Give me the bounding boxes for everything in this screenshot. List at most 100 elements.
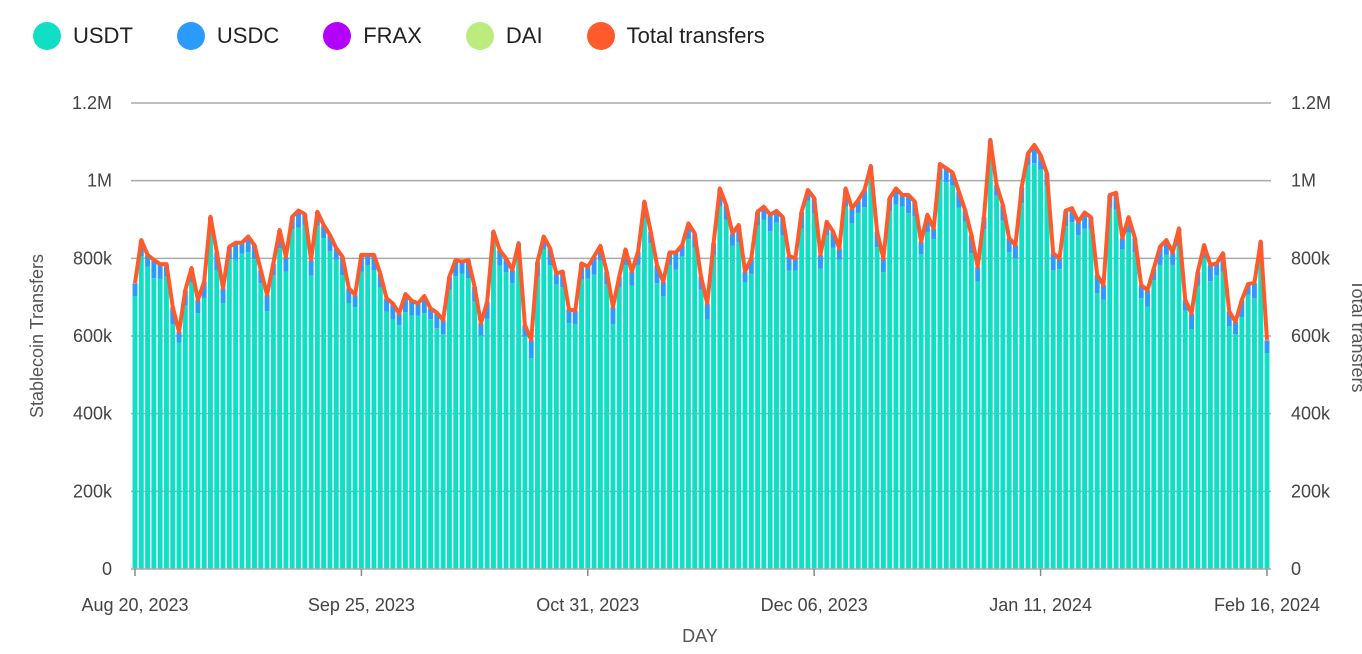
bar-usdt bbox=[937, 179, 943, 570]
bar-usdt bbox=[415, 315, 421, 569]
bar-usdt bbox=[132, 296, 138, 569]
bar-usdt bbox=[1251, 298, 1257, 569]
y-tick-label-left: 0 bbox=[102, 559, 112, 579]
bar-usdc bbox=[1031, 145, 1037, 164]
bar-usdt bbox=[629, 285, 635, 569]
bar-usdt bbox=[717, 206, 723, 569]
bar-usdt bbox=[1239, 316, 1245, 569]
bar-usdc bbox=[409, 301, 415, 316]
bar-usdt bbox=[748, 273, 754, 569]
bar-usdt bbox=[541, 249, 547, 569]
bar-usdc bbox=[157, 264, 163, 279]
bar-usdt bbox=[1226, 326, 1232, 569]
bar-usdc bbox=[1101, 285, 1106, 300]
bar-usdc bbox=[585, 267, 591, 279]
bar-usdt bbox=[742, 282, 748, 569]
bar-usdc bbox=[553, 274, 559, 285]
bar-usdt bbox=[340, 275, 345, 569]
x-tick-label: Dec 06, 2023 bbox=[761, 595, 868, 615]
bar-usdc bbox=[1094, 275, 1100, 294]
bar-usdt bbox=[346, 302, 352, 569]
y-tick-label-right: 1.2M bbox=[1291, 93, 1331, 113]
bar-usdt bbox=[1088, 228, 1094, 569]
bar-usdc bbox=[679, 245, 685, 257]
bar-usdt bbox=[547, 265, 553, 569]
bar-usdt bbox=[836, 259, 842, 569]
bar-usdc bbox=[365, 255, 371, 266]
bar-usdt bbox=[685, 238, 691, 569]
bar-usdt bbox=[478, 335, 484, 569]
x-tick-label: Feb 16, 2024 bbox=[1214, 595, 1320, 615]
bar-usdt bbox=[641, 217, 647, 570]
y-tick-label-right: 1M bbox=[1291, 171, 1316, 191]
bar-usdc bbox=[547, 249, 553, 266]
bar-usdt bbox=[1119, 249, 1125, 569]
bar-usdc bbox=[1145, 290, 1150, 307]
bar-usdt bbox=[252, 259, 257, 569]
bar-usdc bbox=[396, 314, 402, 326]
legend-item-dai[interactable]: DAI bbox=[465, 22, 543, 50]
bar-usdt bbox=[843, 206, 849, 569]
bar-usdt bbox=[214, 269, 220, 569]
bar-usdc bbox=[748, 259, 754, 274]
bar-usdc bbox=[1182, 300, 1188, 311]
y-tick-label-right: 800k bbox=[1291, 248, 1331, 268]
bar-usdt bbox=[1138, 298, 1144, 569]
bar-usdt bbox=[327, 251, 333, 570]
bar-usdt bbox=[1012, 258, 1018, 569]
legend-frax-marker bbox=[323, 22, 352, 50]
bar-usdc bbox=[786, 256, 792, 271]
bar-usdt bbox=[956, 207, 962, 569]
bar-usdt bbox=[151, 278, 157, 569]
bar-usdc bbox=[1170, 253, 1176, 265]
bar-usdt bbox=[195, 313, 201, 569]
bar-usdt bbox=[723, 219, 729, 569]
bar-usdc bbox=[390, 304, 396, 320]
bar-usdc bbox=[893, 189, 899, 205]
bar-usdt bbox=[1107, 207, 1113, 569]
legend-item-usdt[interactable]: USDT bbox=[33, 22, 133, 50]
legend-dai-label: DAI bbox=[505, 23, 543, 48]
y-axis-right-title: Total transfers bbox=[1348, 279, 1362, 392]
bar-usdc bbox=[421, 296, 427, 314]
bar-usdc bbox=[1214, 264, 1220, 276]
bar-usdc bbox=[610, 307, 616, 324]
bar-usdc bbox=[1057, 259, 1062, 270]
bar-usdc bbox=[774, 211, 779, 223]
y-tick-label-left: 200k bbox=[73, 481, 113, 501]
bar-usdt bbox=[868, 176, 874, 570]
y-tick-label-right: 400k bbox=[1291, 404, 1331, 424]
bar-usdc bbox=[497, 250, 503, 266]
bar-usdc bbox=[660, 282, 666, 297]
bar-usdt bbox=[189, 282, 195, 569]
bar-usdc bbox=[1038, 155, 1044, 170]
bar-usdt bbox=[931, 239, 937, 569]
bar-usdt bbox=[560, 287, 566, 569]
bar-usdt bbox=[711, 254, 717, 570]
bar-usdt bbox=[145, 266, 151, 569]
bar-usdc bbox=[145, 255, 151, 267]
bar-usdt bbox=[1075, 235, 1081, 570]
bar-usdc bbox=[428, 309, 434, 320]
bar-usdt bbox=[755, 225, 761, 570]
bar-usdt bbox=[906, 213, 911, 569]
bar-usdt bbox=[572, 323, 578, 569]
bar-usdt bbox=[968, 253, 974, 569]
bar-usdt bbox=[1006, 252, 1012, 569]
legend-item-usdc[interactable]: USDC bbox=[176, 22, 279, 50]
bar-usdt bbox=[170, 323, 176, 569]
legend-item-total[interactable]: Total transfers bbox=[586, 22, 765, 50]
bar-usdt bbox=[1195, 285, 1201, 569]
bar-usdt bbox=[635, 264, 641, 569]
legend-item-frax[interactable]: FRAX bbox=[323, 22, 422, 50]
bar-usdt bbox=[365, 265, 371, 569]
bar-usdc bbox=[654, 265, 660, 284]
bar-usdc bbox=[1012, 245, 1018, 259]
bar-usdc bbox=[899, 195, 905, 207]
bar-usdt bbox=[1214, 275, 1220, 569]
bar-usdc bbox=[1069, 209, 1075, 223]
bar-usdt bbox=[409, 315, 415, 569]
bar-usdt bbox=[597, 260, 603, 569]
bar-usdc bbox=[1245, 284, 1251, 295]
bar-usdt bbox=[899, 206, 905, 569]
